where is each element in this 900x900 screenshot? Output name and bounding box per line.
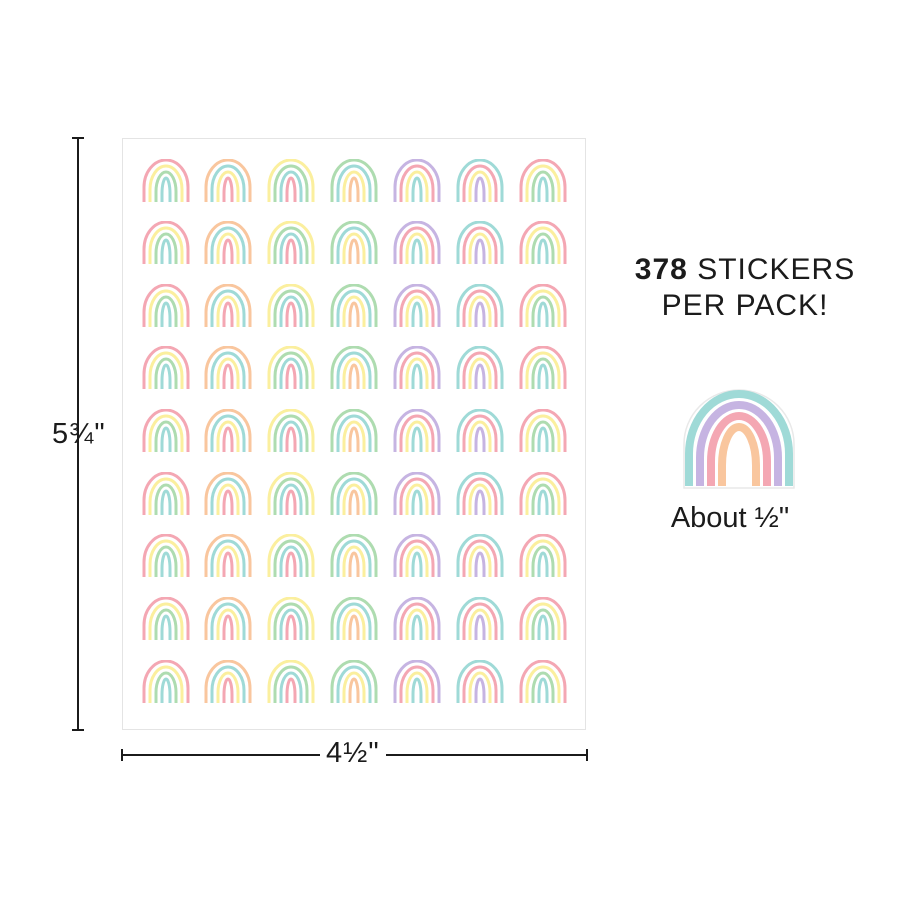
rainbow-sticker: [393, 409, 441, 452]
rainbow-sticker: [519, 472, 567, 515]
rainbow-sticker: [393, 346, 441, 389]
rainbow-sticker: [393, 660, 441, 703]
rainbow-sticker: [393, 284, 441, 327]
rainbow-sticker: [267, 346, 315, 389]
rainbow-sticker: [204, 597, 252, 640]
rainbow-sticker: [519, 346, 567, 389]
rainbow-sticker: [330, 159, 378, 202]
rainbow-sticker: [204, 534, 252, 577]
rainbow-sticker: [267, 221, 315, 264]
sticker-count-label: STICKERS: [697, 253, 856, 286]
rainbow-sticker: [456, 221, 504, 264]
height-dimension-line: [72, 137, 84, 731]
rainbow-sticker: [204, 221, 252, 264]
rainbow-sticker: [267, 284, 315, 327]
rainbow-sticker: [519, 409, 567, 452]
rainbow-sticker: [393, 534, 441, 577]
rainbow-sticker: [142, 597, 190, 640]
rainbow-sticker: [330, 534, 378, 577]
rainbow-sticker: [456, 660, 504, 703]
rainbow-sticker: [142, 409, 190, 452]
rainbow-sticker: [204, 472, 252, 515]
rainbow-sticker: [519, 284, 567, 327]
rainbow-sticker: [456, 284, 504, 327]
rainbow-sticker: [456, 346, 504, 389]
rainbow-sticker: [204, 159, 252, 202]
rainbow-sticker: [330, 284, 378, 327]
rainbow-sticker: [456, 597, 504, 640]
rainbow-sticker: [519, 534, 567, 577]
rainbow-sticker: [142, 159, 190, 202]
rainbow-sticker: [393, 597, 441, 640]
sticker-count-text: 378 STICKERS PER PACK!: [610, 252, 880, 324]
rainbow-sticker: [142, 472, 190, 515]
sample-rainbow-sticker: [683, 389, 795, 489]
rainbow-sticker: [204, 346, 252, 389]
rainbow-sticker: [142, 346, 190, 389]
rainbow-sticker: [393, 221, 441, 264]
rainbow-sticker: [519, 221, 567, 264]
rainbow-sticker: [456, 472, 504, 515]
rainbow-sticker: [204, 284, 252, 327]
rainbow-sticker: [330, 472, 378, 515]
rainbow-sticker: [204, 660, 252, 703]
rainbow-sticker: [267, 159, 315, 202]
rainbow-sticker: [519, 597, 567, 640]
rainbow-sticker: [330, 597, 378, 640]
rainbow-sticker: [142, 534, 190, 577]
rainbow-sticker: [267, 534, 315, 577]
rainbow-sticker: [456, 534, 504, 577]
sticker-count-line2: PER PACK!: [661, 289, 829, 322]
rainbow-sticker: [204, 409, 252, 452]
rainbow-sticker: [142, 221, 190, 264]
rainbow-sticker: [330, 346, 378, 389]
rainbow-sticker: [330, 660, 378, 703]
rainbow-sticker: [267, 472, 315, 515]
rainbow-sticker: [267, 660, 315, 703]
rainbow-sticker: [330, 221, 378, 264]
sticker-size-label: About ½": [670, 502, 790, 534]
rainbow-sticker: [142, 284, 190, 327]
sheet-height-label: 5¾": [52, 418, 106, 450]
rainbow-sticker: [267, 597, 315, 640]
rainbow-sticker: [393, 472, 441, 515]
sheet-width-label: 4½": [320, 737, 386, 770]
rainbow-sticker: [519, 159, 567, 202]
rainbow-sticker: [330, 409, 378, 452]
rainbow-sticker: [267, 409, 315, 452]
rainbow-sticker: [142, 660, 190, 703]
rainbow-sticker: [393, 159, 441, 202]
rainbow-sticker: [456, 159, 504, 202]
sticker-count-number: 378: [634, 253, 688, 286]
rainbow-sticker: [456, 409, 504, 452]
sticker-sheet: [122, 138, 586, 730]
rainbow-sticker: [519, 660, 567, 703]
